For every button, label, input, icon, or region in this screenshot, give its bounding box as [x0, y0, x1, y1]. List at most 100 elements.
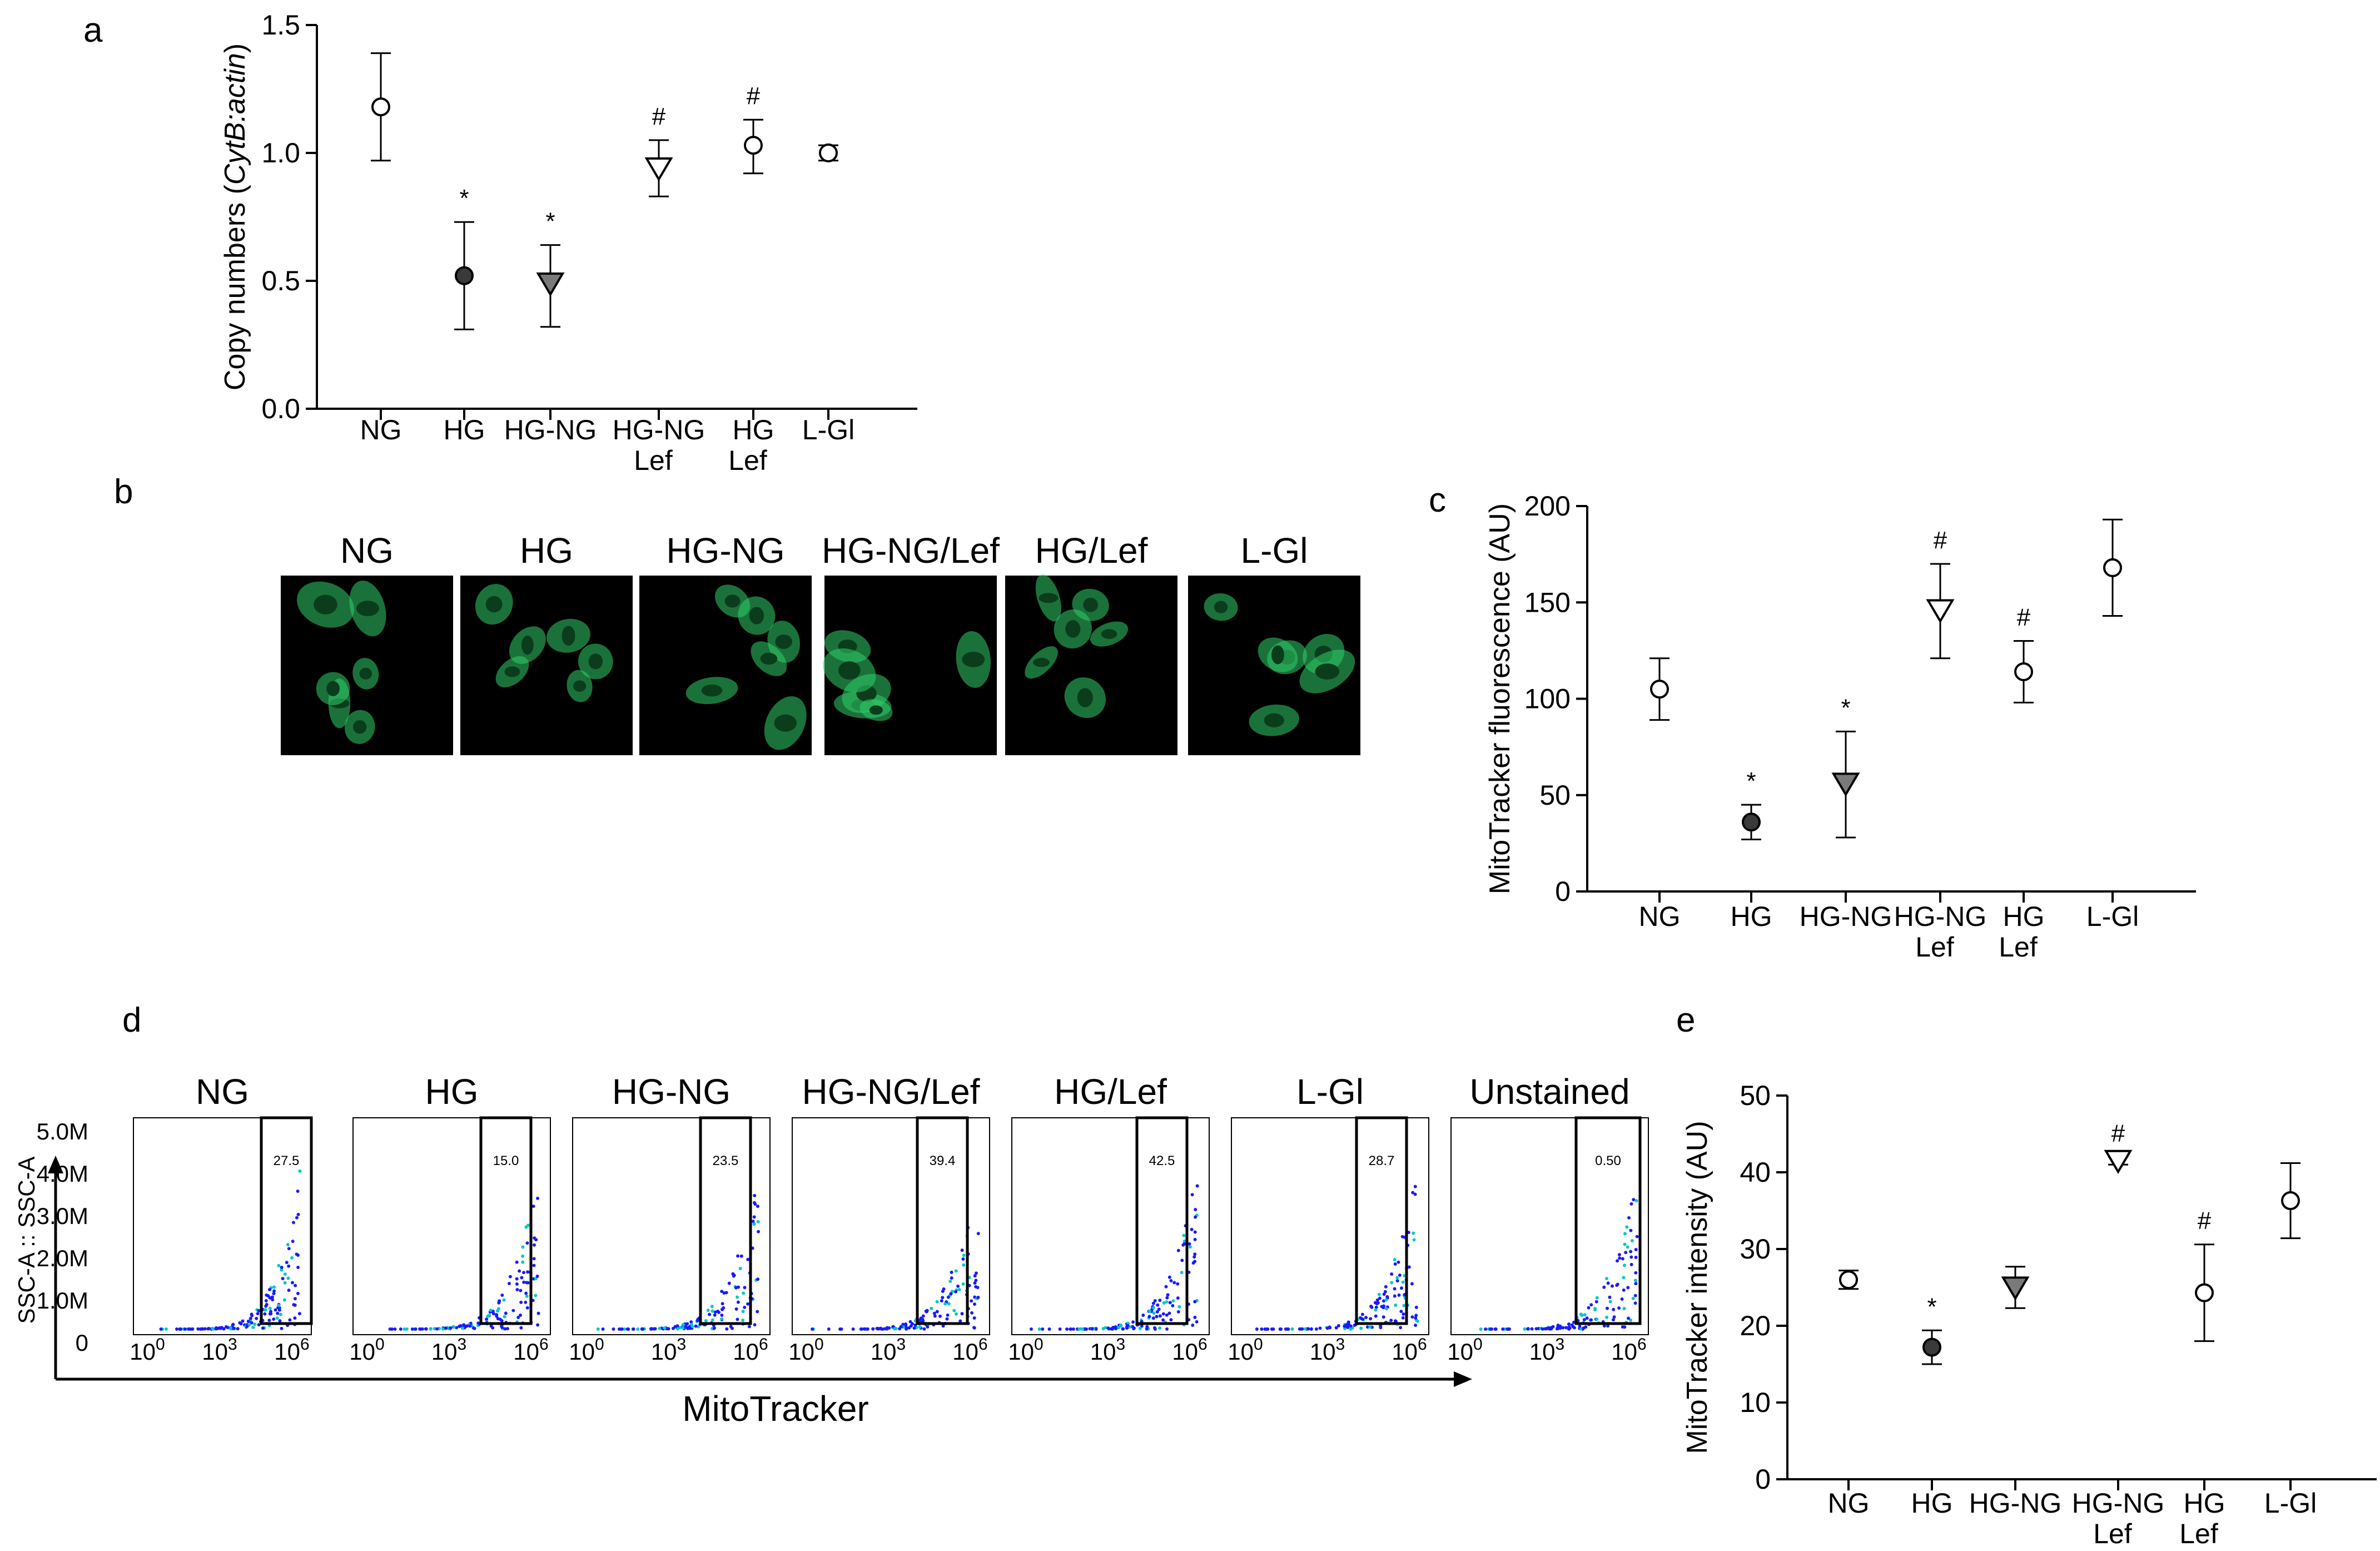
flow-gate-value: 0.50	[1595, 1153, 1621, 1168]
flow-event-dot	[720, 1290, 724, 1294]
flow-event-dot	[721, 1307, 724, 1311]
flow-event-dot	[1165, 1296, 1169, 1300]
flow-event-dot	[961, 1257, 965, 1261]
flow-event-dot	[734, 1307, 738, 1311]
y-tick-label: 200	[1524, 490, 1571, 522]
cell-nucleus	[485, 596, 503, 613]
flow-event-dot	[1605, 1315, 1609, 1319]
flow-event-dot	[536, 1323, 540, 1327]
flow-event-dot	[532, 1263, 536, 1267]
y-tick-label: 40	[1740, 1157, 1771, 1188]
flow-event-dot	[253, 1322, 257, 1326]
panel-label-d: d	[122, 1001, 141, 1039]
flow-event-dot	[658, 1326, 662, 1330]
flow-event-dot	[270, 1295, 274, 1299]
flow-event-dot	[1309, 1327, 1313, 1331]
flow-event-dot	[1395, 1279, 1399, 1283]
flow-x-tick-label: 106	[952, 1335, 987, 1365]
flow-event-dot	[1193, 1255, 1196, 1259]
flow-event-dot	[1194, 1207, 1198, 1211]
flow-event-dot	[1318, 1326, 1322, 1330]
flow-event-dot	[675, 1327, 679, 1331]
significance-mark: #	[747, 82, 761, 110]
flow-event-dot	[1384, 1285, 1388, 1289]
flow-event-dot	[1626, 1286, 1630, 1290]
flow-event-dot	[1633, 1301, 1637, 1305]
flow-event-dot	[232, 1326, 236, 1330]
flow-event-dot	[742, 1291, 746, 1295]
flow-event-dot	[1578, 1325, 1582, 1329]
x-tick-label: HG-NG	[504, 414, 597, 445]
flow-event-dot	[277, 1263, 281, 1267]
flow-y-tick-label: 0	[76, 1330, 88, 1356]
flow-event-dot	[296, 1291, 300, 1295]
flow-event-dot	[1155, 1310, 1159, 1314]
flow-event-dot	[1634, 1199, 1638, 1203]
y-tick-label: 0	[1755, 1464, 1771, 1495]
flow-event-dot	[734, 1286, 738, 1290]
flow-event-dot	[281, 1277, 285, 1281]
x-tick-label: L-Gl	[2264, 1488, 2317, 1519]
flow-event-dot	[950, 1276, 953, 1280]
flow-event-dot	[286, 1243, 290, 1247]
flow-event-dot	[1411, 1191, 1415, 1195]
flow-event-dot	[973, 1281, 977, 1285]
flow-event-dot	[752, 1215, 756, 1219]
flow-event-dot	[665, 1327, 669, 1331]
flow-event-dot	[280, 1266, 284, 1270]
flow-event-dot	[1618, 1256, 1622, 1260]
cell-nucleus	[356, 601, 380, 617]
flow-event-dot	[178, 1327, 182, 1331]
flow-event-dot	[525, 1281, 529, 1285]
flow-event-dot	[1300, 1327, 1304, 1331]
flow-event-dot	[1119, 1323, 1123, 1327]
flow-event-dot	[1605, 1277, 1609, 1281]
flow-event-dot	[885, 1326, 889, 1330]
flow-event-dot	[1414, 1324, 1418, 1327]
cell-nucleus	[521, 635, 534, 655]
flow-event-dot	[280, 1268, 284, 1272]
flow-event-dot	[536, 1196, 540, 1200]
flow-event-dot	[1561, 1326, 1565, 1330]
flow-event-dot	[294, 1284, 297, 1287]
data-point	[1922, 1337, 1941, 1357]
micrograph-label: HG	[520, 531, 573, 571]
cell-nucleus	[701, 684, 723, 697]
chart-a-copy-numbers: 0.00.51.01.5NG HG HG-NG HG-NGLefHGLefL-GlCo…	[219, 9, 917, 476]
flow-event-dot	[880, 1327, 883, 1331]
flow-event-dot	[956, 1284, 960, 1288]
flow-event-dot	[1393, 1319, 1397, 1323]
flow-event-dot	[1132, 1327, 1136, 1331]
flow-event-dot	[1188, 1245, 1192, 1249]
flow-x-tick-label: 106	[733, 1335, 768, 1365]
flow-event-dot	[736, 1295, 739, 1299]
cell-nucleus	[504, 666, 520, 677]
y-tick-label: 100	[1524, 683, 1571, 715]
flow-event-dot	[218, 1326, 222, 1330]
micrograph-label: HG/Lef	[1035, 531, 1148, 571]
flow-event-dot	[1145, 1327, 1149, 1331]
flow-event-dot	[1589, 1318, 1593, 1322]
flow-event-dot	[649, 1327, 653, 1331]
flow-event-dot	[743, 1286, 747, 1290]
flow-event-dot	[519, 1326, 523, 1330]
flow-event-dot	[531, 1205, 535, 1208]
flow-x-tick-label: 103	[651, 1335, 686, 1365]
flow-event-dot	[1171, 1299, 1175, 1303]
flow-event-dot	[272, 1289, 276, 1293]
flow-event-dot	[652, 1327, 656, 1331]
flow-event-dot	[261, 1326, 265, 1330]
flow-event-dot	[464, 1324, 468, 1328]
flow-event-dot	[1069, 1327, 1073, 1331]
flow-event-dot	[1634, 1271, 1638, 1275]
flow-event-dot	[1400, 1235, 1404, 1238]
flow-event-dot	[904, 1323, 908, 1327]
flow-event-dot	[1381, 1305, 1385, 1309]
flow-gate	[1135, 1116, 1189, 1325]
flow-event-dot	[1167, 1311, 1171, 1315]
flow-event-dot	[973, 1274, 977, 1278]
flow-event-dot	[1634, 1256, 1638, 1260]
flow-event-dot	[519, 1314, 523, 1317]
flow-event-dot	[1493, 1327, 1497, 1331]
